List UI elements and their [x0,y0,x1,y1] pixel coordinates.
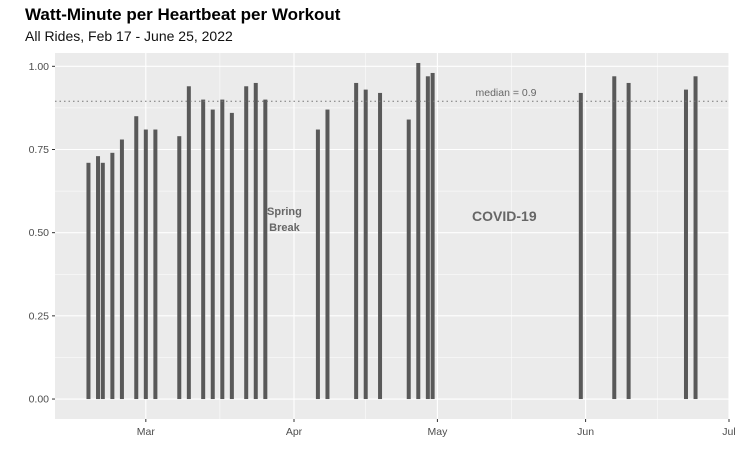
plot-panel [55,53,729,419]
x-tick-label: Mar [137,426,156,438]
bar [253,82,258,400]
y-tick-label: 0.00 [29,394,50,406]
bar [693,76,698,400]
bar [153,129,158,400]
x-tick-label: May [427,426,448,438]
bar [315,129,320,400]
y-tick-label: 0.25 [29,310,50,322]
y-tick-label: 0.50 [29,227,50,239]
annotation-1-line-2: Break [269,222,300,234]
bar [186,86,191,400]
x-tick-label: Jun [577,426,594,438]
bar [683,89,688,400]
bar [244,86,249,400]
bar [425,76,430,400]
bar [229,112,234,400]
y-tick-label: 1.00 [29,61,50,73]
x-tick-label: Jul [722,426,735,438]
bar [325,109,330,400]
bar [134,116,139,400]
bar [416,62,421,400]
bar [201,99,206,400]
bar [96,156,101,400]
bar [378,92,383,400]
annotation-2-line-1: COVID-19 [472,208,537,224]
bar [177,136,182,400]
bar [210,109,215,400]
bar [406,119,411,400]
bar [110,152,115,400]
bar [612,76,617,400]
chart-title: Watt-Minute per Heartbeat per Workout [25,5,341,24]
annotation-1-line-1: Spring [267,206,302,218]
chart-subtitle: All Rides, Feb 17 - June 25, 2022 [25,28,233,44]
x-tick-label: Apr [286,426,303,438]
bar [143,129,148,400]
bar [626,82,631,400]
bar [263,99,268,400]
bar [430,72,435,400]
bar [363,89,368,400]
bar [100,162,105,400]
bar [220,99,225,400]
median-label: median = 0.9 [475,87,536,99]
bar [119,139,124,400]
bar [578,92,583,400]
y-tick-label: 0.75 [29,144,50,156]
bar [86,162,91,400]
bar [354,82,359,400]
